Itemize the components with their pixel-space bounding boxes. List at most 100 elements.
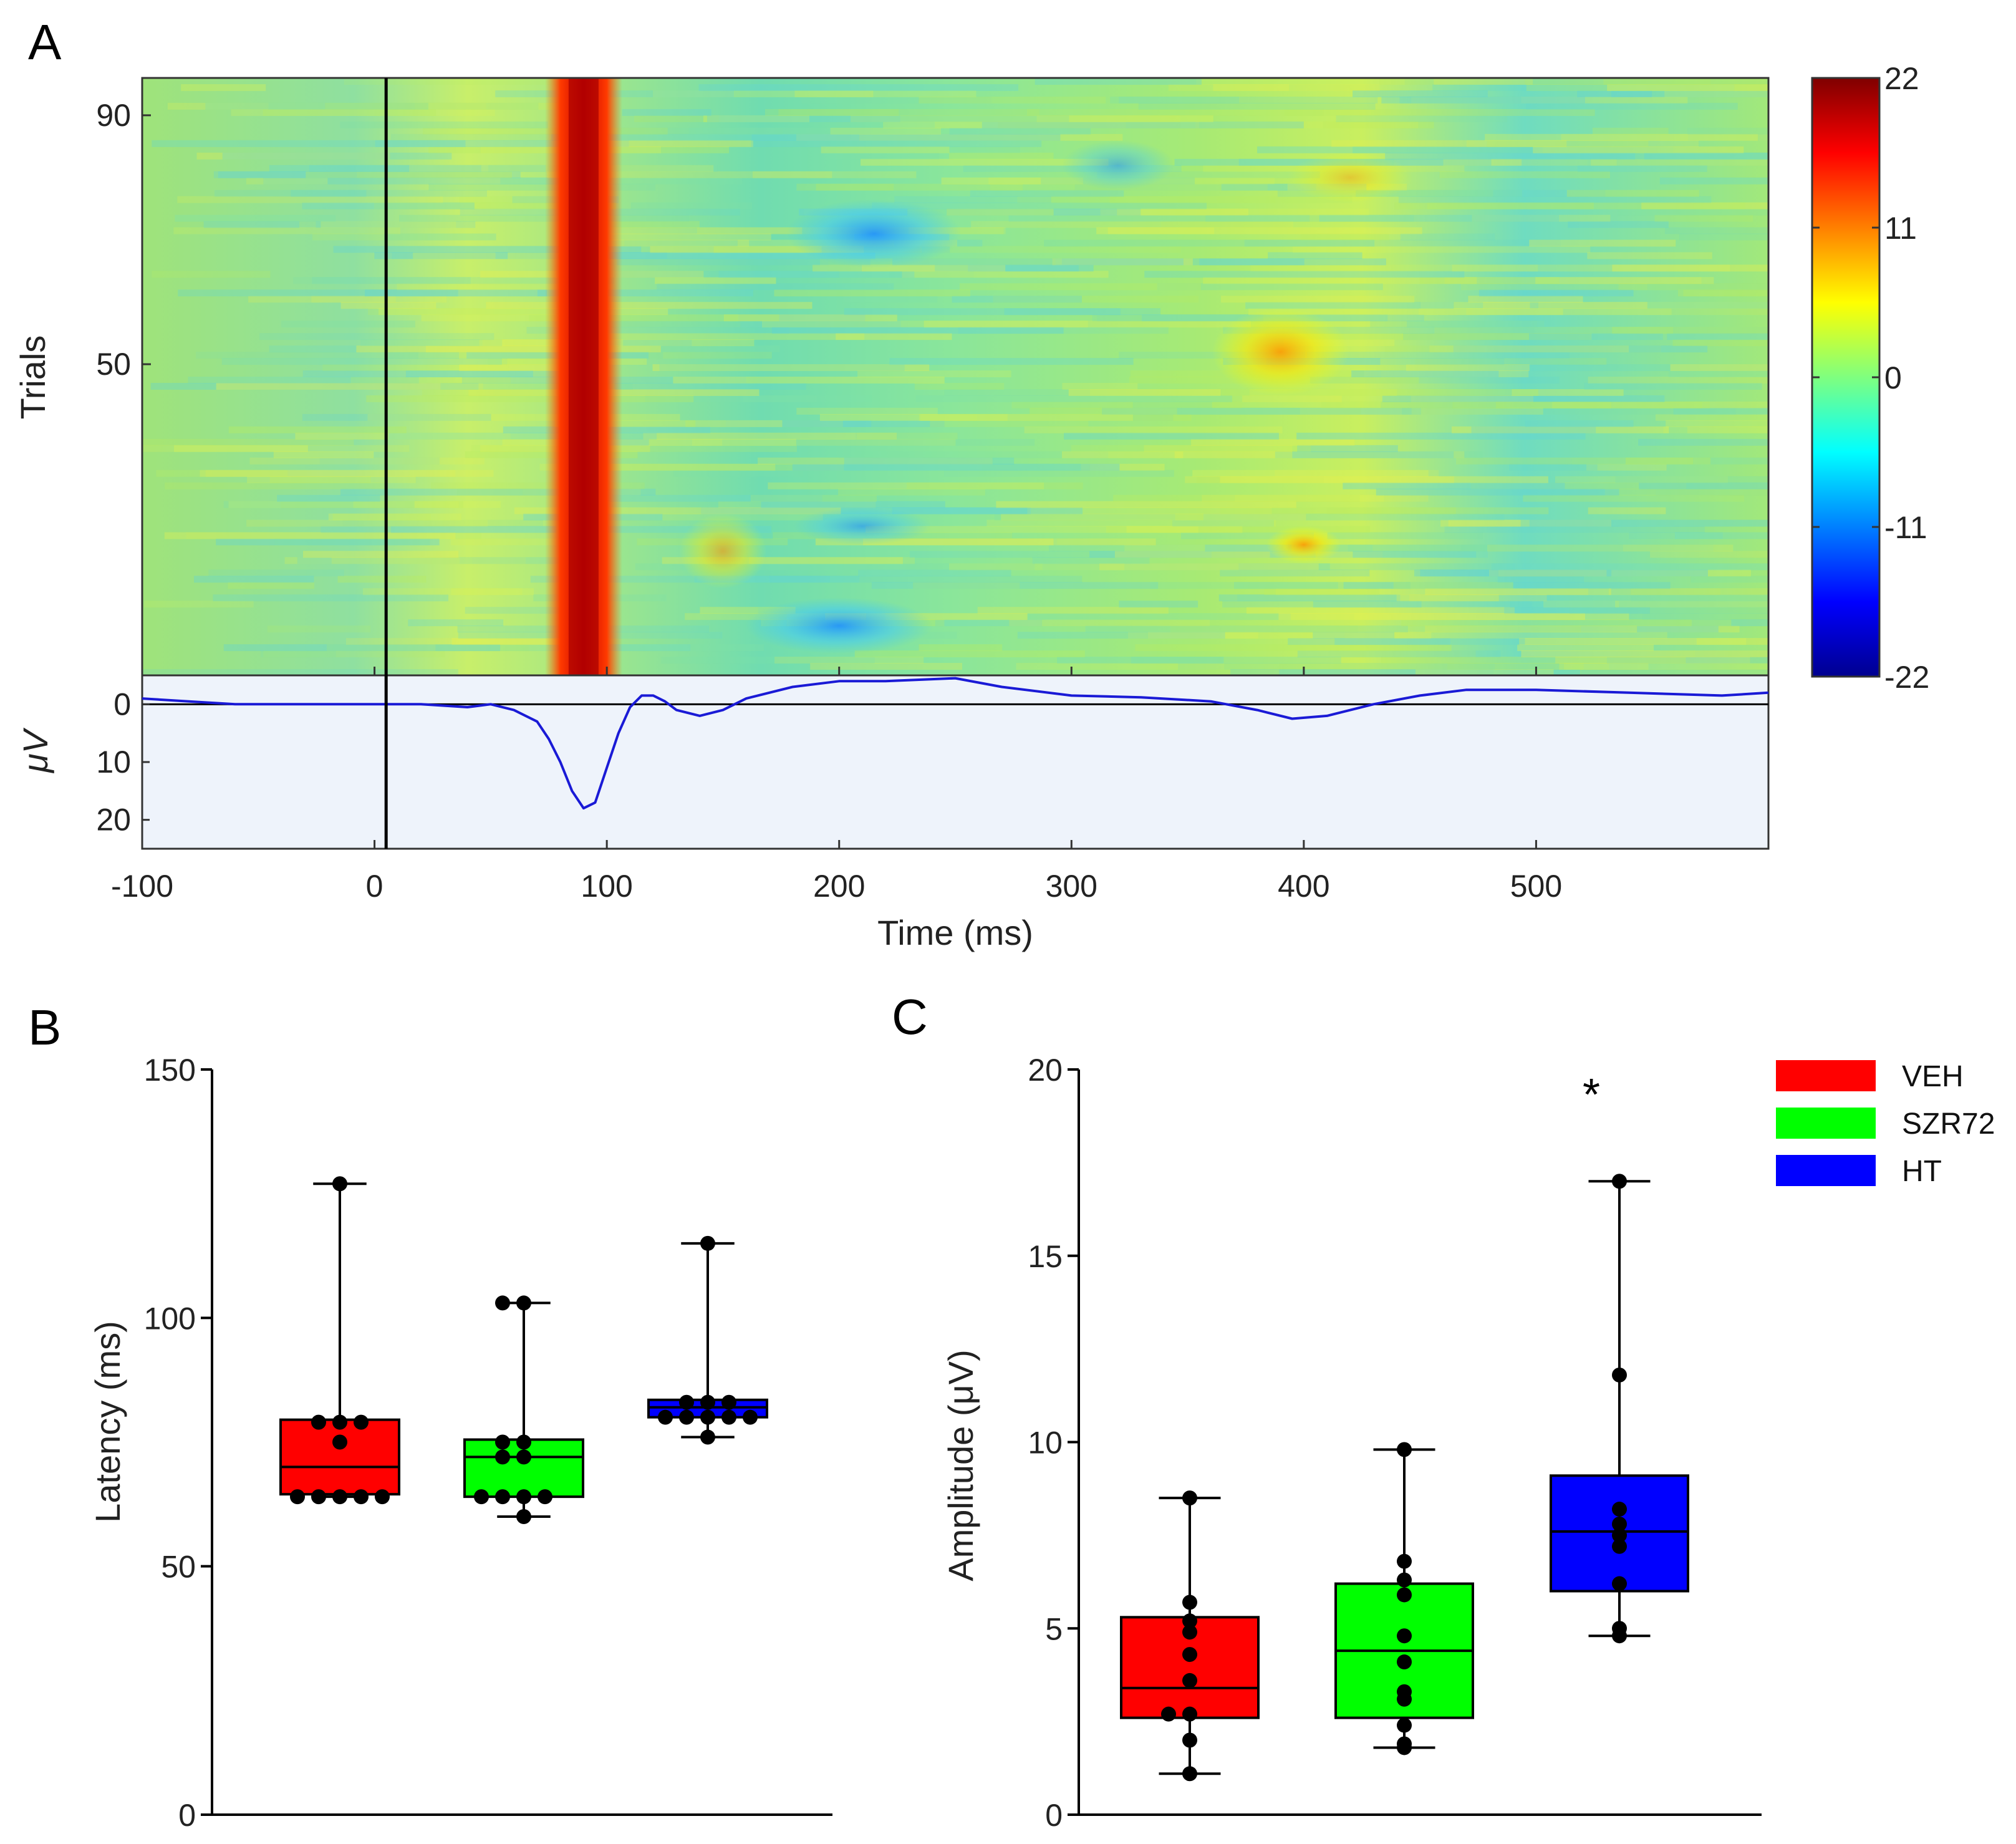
- ytick-label: 150: [144, 1053, 196, 1088]
- trial-stripe: [971, 221, 1293, 228]
- trial-stripe: [1531, 364, 1768, 372]
- trial-stripe: [1119, 96, 1378, 104]
- trial-stripe: [1242, 395, 1342, 402]
- trial-stripe: [643, 432, 897, 440]
- trial-stripe: [738, 314, 866, 322]
- trial-stripe: [167, 102, 486, 110]
- trial-stripe: [861, 264, 1006, 272]
- trial-stripe: [440, 382, 633, 390]
- trial-stripe: [222, 152, 452, 160]
- trial-stripe: [909, 551, 1212, 558]
- trial-stripe: [1068, 389, 1221, 396]
- trial-stripe: [584, 140, 753, 147]
- significance-asterisk: *: [1583, 1070, 1600, 1120]
- panel-label-c: C: [892, 989, 928, 1045]
- trial-stripe: [796, 133, 1123, 141]
- trial-stripe: [723, 314, 897, 322]
- trial-stripe: [1637, 625, 1719, 633]
- trial-stripe: [246, 177, 328, 185]
- heatmap-ytick-label: 90: [96, 98, 131, 133]
- trial-stripe: [1170, 625, 1358, 633]
- trial-stripe: [761, 501, 945, 508]
- trial-stripe: [1631, 594, 1768, 602]
- trial-stripe: [1552, 401, 1768, 408]
- trial-stripe: [1495, 401, 1710, 408]
- heatmap-trial-stripes: [142, 78, 1768, 675]
- trial-stripe: [1309, 377, 1560, 384]
- trial-stripe: [291, 190, 367, 197]
- trial-stripe: [1606, 657, 1768, 664]
- ytick-label: 0: [178, 1798, 196, 1833]
- trial-stripe: [248, 296, 447, 303]
- trial-stripe: [356, 345, 661, 353]
- trial-stripe: [1618, 283, 1768, 291]
- trial-stripe: [362, 588, 523, 596]
- trial-stripe: [1656, 413, 1768, 421]
- data-point: [1612, 1576, 1627, 1591]
- trial-stripe: [1195, 121, 1419, 128]
- trial-stripe: [1687, 426, 1768, 433]
- data-point: [1397, 1628, 1412, 1644]
- trial-stripe: [707, 115, 900, 122]
- trial-stripe: [1587, 252, 1712, 259]
- trial-stripe: [1062, 382, 1138, 390]
- trial-stripe: [1456, 457, 1694, 465]
- trial-stripe: [977, 607, 1169, 614]
- trial-stripe: [1027, 109, 1324, 116]
- trial-stripe: [1097, 171, 1320, 178]
- trial-stripe: [526, 327, 789, 334]
- trial-stripe: [281, 321, 415, 328]
- trial-stripe: [718, 501, 876, 508]
- trial-stripe: [981, 121, 1304, 128]
- trial-stripe: [596, 339, 692, 347]
- trial-stripe: [422, 389, 554, 396]
- trial-stripe: [836, 333, 952, 340]
- trial-stripe: [792, 463, 1120, 471]
- trial-stripe: [1053, 208, 1141, 216]
- trial-stripe: [1107, 227, 1215, 234]
- colorbar-tick-label: 11: [1884, 211, 1917, 246]
- trial-stripe: [1223, 327, 1535, 334]
- latency-boxplot: 150 100 50 0: [144, 1053, 832, 1833]
- trial-stripe: [281, 501, 464, 508]
- trial-stripe: [924, 321, 1251, 328]
- trial-stripe: [1566, 190, 1699, 197]
- trial-stripe: [1512, 389, 1624, 396]
- trial-stripe: [1042, 563, 1330, 571]
- trial-stripe: [1688, 133, 1768, 141]
- trial-stripe: [390, 526, 556, 533]
- data-point: [1397, 1572, 1412, 1588]
- data-point: [1612, 1367, 1627, 1383]
- trial-stripe: [778, 109, 899, 116]
- trial-stripe: [907, 482, 1083, 490]
- trial-stripe: [1321, 401, 1611, 408]
- data-point: [516, 1509, 531, 1524]
- trial-stripe: [751, 133, 1061, 141]
- trial-stripe: [607, 227, 803, 234]
- trial-stripe: [1196, 78, 1405, 85]
- trial-stripe: [1306, 352, 1570, 359]
- trial-stripe: [889, 358, 1134, 365]
- trial-stripe: [1608, 588, 1768, 596]
- trial-stripe: [1096, 227, 1422, 234]
- colorbar: [1811, 77, 1881, 678]
- trial-stripe: [344, 78, 596, 85]
- trial-stripe: [1268, 252, 1362, 259]
- trial-stripe: [1248, 308, 1563, 316]
- trial-stripe: [1407, 321, 1545, 328]
- trial-stripe: [1588, 507, 1666, 514]
- trial-stripe: [1113, 495, 1360, 502]
- legend-swatch-HT: [1776, 1155, 1876, 1186]
- trial-stripe: [1414, 358, 1607, 365]
- trial-stripe: [652, 364, 930, 372]
- trial-stripe: [1024, 426, 1283, 433]
- trial-stripe: [1577, 90, 1652, 97]
- legend-label-VEH: VEH: [1902, 1060, 1964, 1093]
- trial-stripe: [375, 140, 629, 147]
- trial-stripe: [297, 557, 592, 564]
- trial-stripe: [1471, 426, 1596, 433]
- trial-stripe: [1172, 519, 1274, 527]
- data-point: [1397, 1654, 1412, 1670]
- trial-stripe: [751, 140, 1042, 147]
- trial-stripe: [1690, 576, 1768, 583]
